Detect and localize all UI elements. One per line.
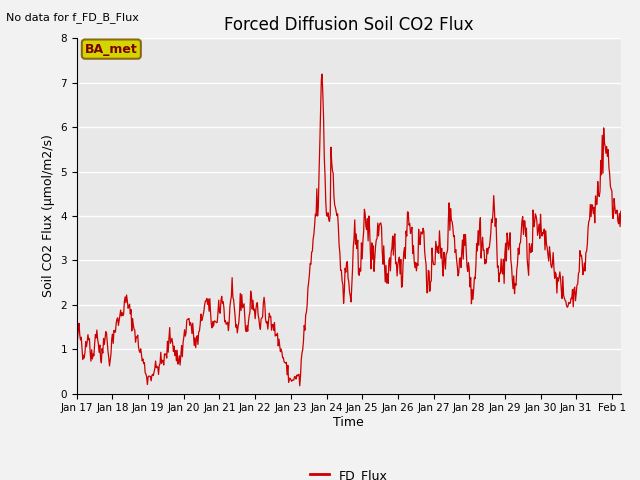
Text: BA_met: BA_met [85,43,138,56]
Text: No data for f_FD_B_Flux: No data for f_FD_B_Flux [6,12,140,23]
Title: Forced Diffusion Soil CO2 Flux: Forced Diffusion Soil CO2 Flux [224,16,474,34]
Y-axis label: Soil CO2 Flux (μmol/m2/s): Soil CO2 Flux (μmol/m2/s) [42,134,55,298]
Legend: FD_Flux: FD_Flux [305,464,392,480]
X-axis label: Time: Time [333,416,364,429]
